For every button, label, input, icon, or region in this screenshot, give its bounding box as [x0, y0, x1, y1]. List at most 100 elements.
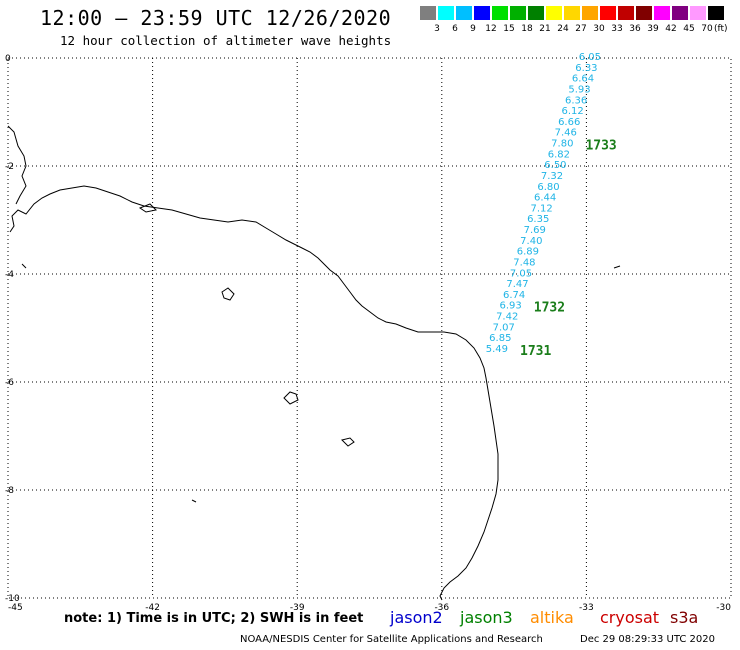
wave-height-label: 6.64	[572, 74, 594, 85]
satellite-name: cryosat	[600, 608, 660, 627]
scale-swatch	[474, 6, 490, 20]
scale-label: 45	[683, 24, 695, 34]
satellite-name: jason2	[390, 608, 443, 627]
islet-1	[613, 265, 621, 269]
wave-height-label: 5.93	[568, 84, 590, 95]
wave-height-label: 7.07	[493, 322, 515, 333]
wave-height-label: 7.46	[555, 128, 577, 139]
scale-label: 12	[485, 24, 497, 34]
scale-label: 6	[452, 24, 458, 34]
pass-time-label: 1732	[534, 301, 565, 316]
lon-tick-label: -39	[290, 603, 305, 613]
scale-label: 70	[701, 24, 713, 34]
lat-tick-label: -4	[5, 270, 14, 280]
island-1	[221, 287, 235, 301]
wave-height-label: 6.93	[500, 301, 522, 312]
scale-label: 42	[665, 24, 677, 34]
wave-height-label: 7.69	[524, 225, 546, 236]
lon-tick-label: -30	[716, 603, 731, 613]
wave-height-label: 6.33	[575, 63, 597, 74]
wave-height-label: 5.49	[486, 344, 508, 355]
scale-label: 18	[521, 24, 533, 34]
wave-height-label: 6.66	[558, 117, 580, 128]
coastline-path	[9, 185, 499, 601]
lat-tick-label: -10	[5, 594, 20, 604]
scale-swatch	[420, 6, 436, 20]
coast-north-path	[7, 125, 27, 205]
lat-tick-label: -2	[5, 162, 14, 172]
scale-label: 39	[647, 24, 659, 34]
scale-swatch	[492, 6, 508, 20]
scale-label: 15	[503, 24, 515, 34]
wave-height-label: 6.05	[579, 52, 601, 63]
wave-height-label: 7.05	[510, 268, 532, 279]
satellite-name: altika	[530, 608, 574, 627]
wave-height-label: 6.89	[517, 247, 539, 258]
scale-label: 30	[593, 24, 605, 34]
scale-label: 27	[575, 24, 587, 34]
map-frame	[7, 57, 732, 599]
scale-swatch	[582, 6, 598, 20]
wave-height-label: 7.80	[551, 139, 573, 150]
scale-label: 3	[434, 24, 440, 34]
wave-height-label: 6.82	[548, 149, 570, 160]
satellite-name: jason3	[460, 608, 513, 627]
island-2	[283, 391, 299, 405]
wave-height-label: 7.42	[496, 312, 518, 323]
wave-height-label: 7.47	[506, 279, 528, 290]
coastline	[7, 125, 621, 601]
scale-swatch	[654, 6, 670, 20]
island-3	[341, 437, 355, 447]
generated-timestamp: Dec 29 08:29:33 UTC 2020	[580, 634, 715, 645]
satellite-name: s3a	[670, 608, 699, 627]
scale-label: 36	[629, 24, 641, 34]
map-grid	[7, 57, 732, 599]
scale-swatch	[600, 6, 616, 20]
wave-height-label: 6.50	[544, 160, 566, 171]
island-4	[138, 203, 158, 213]
islet-2	[21, 263, 27, 269]
wave-height-track: 6.056.336.645.936.366.126.667.467.806.82…	[486, 52, 601, 355]
scale-swatch	[528, 6, 544, 20]
scale-label: 33	[611, 24, 623, 34]
scale-label: 21	[539, 24, 551, 34]
scale-label: 9	[470, 24, 476, 34]
scale-swatch	[456, 6, 472, 20]
scale-swatch	[636, 6, 652, 20]
islet-3	[191, 499, 197, 503]
wave-height-label: 7.12	[531, 203, 553, 214]
scale-swatch	[708, 6, 724, 20]
lon-tick-label: -42	[145, 603, 160, 613]
scale-unit: (ft)	[714, 24, 728, 34]
wave-height-label: 6.36	[565, 95, 587, 106]
lon-tick-label: -45	[8, 603, 23, 613]
pass-labels: 1733 1732 1731	[520, 139, 617, 359]
wave-height-label: 7.48	[513, 257, 535, 268]
scale-swatch	[618, 6, 634, 20]
lon-tick-label: -33	[579, 603, 594, 613]
scale-swatch	[546, 6, 562, 20]
wave-height-label: 7.40	[520, 236, 542, 247]
scale-label: 24	[557, 24, 569, 34]
scale-swatch	[564, 6, 580, 20]
scale-swatch	[510, 6, 526, 20]
wave-height-label: 7.32	[541, 171, 563, 182]
lat-tick-label: 0	[5, 54, 11, 64]
wave-height-label: 6.44	[534, 193, 556, 204]
map-subtitle: 12 hour collection of altimeter wave hei…	[60, 33, 392, 48]
scale-swatch	[672, 6, 688, 20]
pass-time-label: 1731	[520, 344, 551, 359]
wave-height-label: 6.12	[562, 106, 584, 117]
scale-swatch	[690, 6, 706, 20]
scale-swatch	[438, 6, 454, 20]
wave-height-label: 6.74	[503, 290, 525, 301]
wave-height-label: 6.80	[537, 182, 559, 193]
map-title: 12:00 – 23:59 UTC 12/26/2020	[40, 6, 392, 30]
pass-time-label: 1733	[585, 139, 616, 154]
wave-height-label: 6.35	[527, 214, 549, 225]
note-text: note: 1) Time is in UTC; 2) SWH is in fe…	[64, 611, 364, 626]
wave-height-label: 6.85	[489, 333, 511, 344]
lat-tick-label: -8	[5, 486, 14, 496]
lat-tick-label: -6	[5, 378, 14, 388]
